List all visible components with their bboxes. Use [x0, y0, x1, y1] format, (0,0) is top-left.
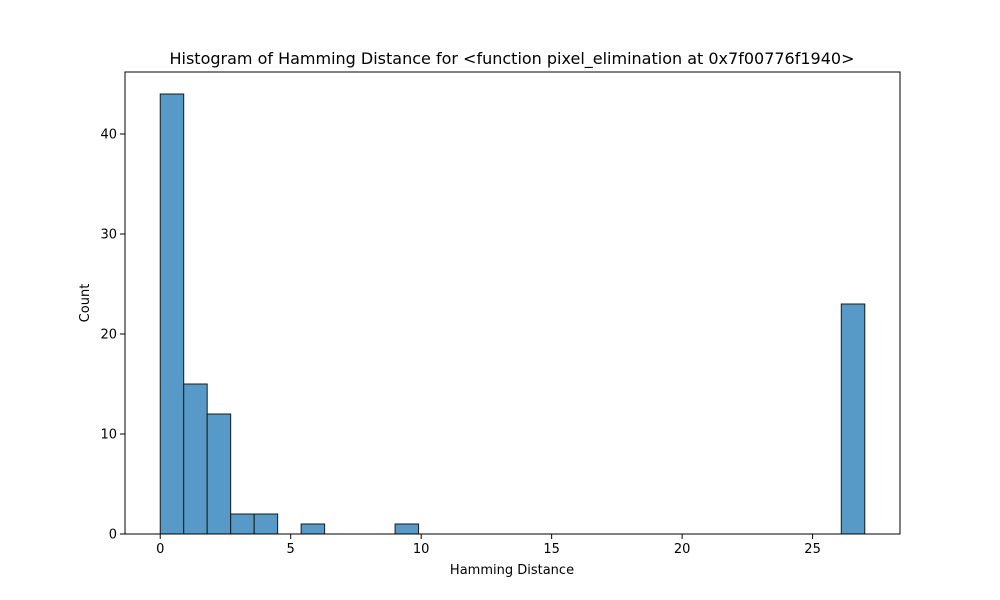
histogram-bar: [253, 513, 279, 535]
plot-area-frame: [124, 71, 901, 535]
histogram-bar: [230, 513, 255, 535]
x-tick-label: 20: [674, 542, 691, 557]
x-tick-label: 25: [804, 542, 821, 557]
y-tick-label: 0: [109, 528, 117, 543]
x-axis-ticks: 0 5 10 15 20 25: [156, 534, 821, 557]
y-tick-label: 20: [100, 328, 117, 343]
bars-group: [159, 93, 866, 535]
histogram-bar: [840, 303, 866, 535]
x-axis-label: Hamming Distance: [450, 563, 574, 578]
y-tick-label: 10: [100, 428, 117, 443]
histogram-bar: [394, 523, 420, 535]
x-tick-label: 0: [156, 542, 164, 557]
x-tick-label: 5: [287, 542, 295, 557]
y-tick-label: 30: [100, 228, 117, 243]
histogram-bar: [206, 413, 232, 535]
histogram-bar: [300, 523, 326, 535]
histogram-bar: [159, 93, 185, 535]
y-tick-label: 40: [100, 128, 117, 143]
y-axis-label: Count: [78, 284, 93, 323]
y-axis-ticks: 0 10 20 30 40: [100, 128, 125, 543]
histogram-bar: [183, 383, 208, 535]
chart-title: Histogram of Hamming Distance for <funct…: [169, 49, 854, 69]
x-tick-label: 10: [413, 542, 430, 557]
x-tick-label: 15: [543, 542, 560, 557]
